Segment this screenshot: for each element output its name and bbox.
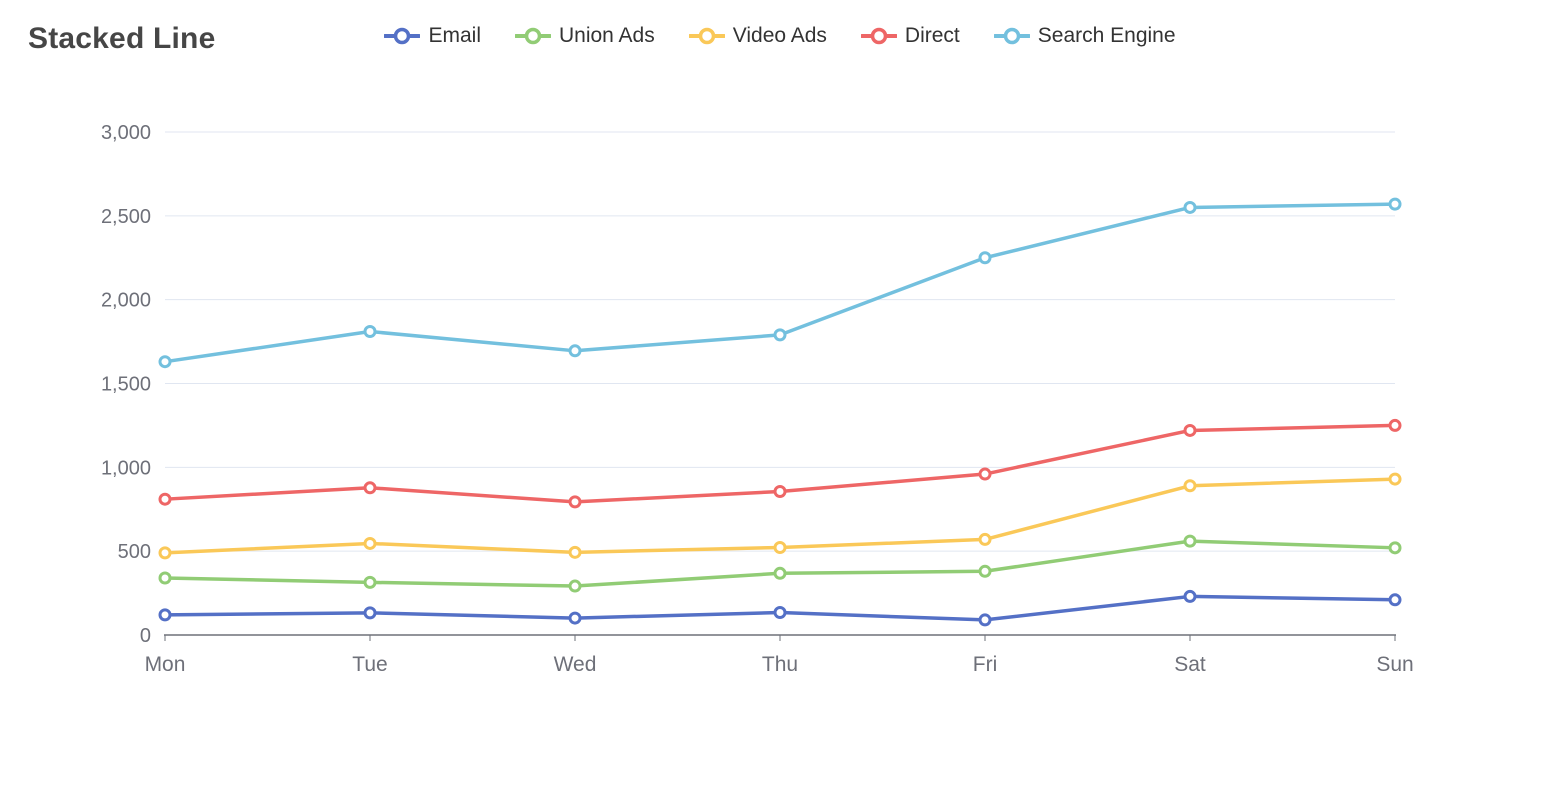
legend-item-union-ads[interactable]: Union Ads: [514, 24, 655, 48]
legend-item-email[interactable]: Email: [384, 24, 481, 48]
series-direct[interactable]: [158, 418, 1402, 509]
data-point-marker[interactable]: [1388, 418, 1402, 432]
data-point-marker[interactable]: [1183, 534, 1197, 548]
data-point-marker[interactable]: [1183, 589, 1197, 603]
line-series-icon: [514, 27, 551, 45]
y-axis-tick-label: 2,000: [101, 290, 151, 312]
legend-item-video-ads[interactable]: Video Ads: [688, 24, 827, 48]
series-video-ads[interactable]: [158, 472, 1402, 560]
data-point-marker[interactable]: [568, 579, 582, 593]
line-series-icon: [860, 27, 897, 45]
data-point-marker[interactable]: [773, 484, 787, 498]
data-point-marker[interactable]: [773, 566, 787, 580]
data-point-marker[interactable]: [1388, 197, 1402, 211]
data-point-marker[interactable]: [1183, 423, 1197, 437]
y-axis-tick-label: 500: [118, 541, 151, 563]
data-point-marker[interactable]: [1388, 593, 1402, 607]
data-point-marker[interactable]: [568, 344, 582, 358]
data-point-marker[interactable]: [158, 571, 172, 585]
data-point-marker[interactable]: [978, 564, 992, 578]
data-point-marker[interactable]: [1183, 200, 1197, 214]
data-point-marker[interactable]: [978, 532, 992, 546]
y-axis-tick-label: 2,500: [101, 206, 151, 228]
x-axis-tick-label: Sat: [1174, 653, 1206, 676]
line-series-icon: [688, 27, 725, 45]
series-search-engine[interactable]: [158, 197, 1402, 369]
legend-label: Video Ads: [732, 24, 827, 47]
data-point-marker[interactable]: [568, 545, 582, 559]
data-point-marker[interactable]: [978, 613, 992, 627]
x-axis-tick-label: Wed: [554, 653, 597, 676]
data-point-marker[interactable]: [158, 492, 172, 506]
line-series-icon: [384, 27, 421, 45]
data-point-marker[interactable]: [158, 608, 172, 622]
y-axis-tick-label: 0: [140, 625, 151, 647]
legend-item-direct[interactable]: Direct: [860, 24, 960, 48]
data-point-marker[interactable]: [363, 536, 377, 550]
data-point-marker[interactable]: [158, 355, 172, 369]
data-point-marker[interactable]: [363, 325, 377, 339]
data-point-marker[interactable]: [158, 546, 172, 560]
x-axis-tick-label: Fri: [973, 653, 998, 676]
legend-label: Email: [428, 24, 481, 47]
y-axis-tick-label: 1,000: [101, 457, 151, 479]
y-axis-tick-label: 1,500: [101, 374, 151, 396]
data-point-marker[interactable]: [773, 540, 787, 554]
legend-label: Search Engine: [1037, 24, 1176, 47]
x-axis-tick-label: Tue: [352, 653, 387, 676]
data-point-marker[interactable]: [773, 328, 787, 342]
x-axis-tick-label: Sun: [1376, 653, 1413, 676]
line-series-icon: [993, 27, 1030, 45]
legend-label: Direct: [904, 24, 960, 47]
data-point-marker[interactable]: [978, 467, 992, 481]
data-point-marker[interactable]: [363, 606, 377, 620]
series-union-ads[interactable]: [158, 534, 1402, 593]
legend-item-search-engine[interactable]: Search Engine: [993, 24, 1176, 48]
x-axis-tick-label: Mon: [145, 653, 186, 676]
data-point-marker[interactable]: [568, 611, 582, 625]
y-axis-tick-label: 3,000: [101, 122, 151, 144]
chart-title: Stacked Line: [28, 22, 216, 55]
data-point-marker[interactable]: [1388, 541, 1402, 555]
data-point-marker[interactable]: [1183, 479, 1197, 493]
data-point-marker[interactable]: [568, 495, 582, 509]
data-point-marker[interactable]: [773, 606, 787, 620]
series-email[interactable]: [158, 589, 1402, 627]
data-point-marker[interactable]: [363, 575, 377, 589]
x-axis-tick-label: Thu: [762, 653, 798, 676]
legend: Email Union Ads Video Ads Direct Search Engi…: [0, 24, 1560, 48]
data-point-marker[interactable]: [1388, 472, 1402, 486]
legend-label: Union Ads: [558, 24, 655, 47]
data-point-marker[interactable]: [978, 251, 992, 265]
data-point-marker[interactable]: [363, 481, 377, 495]
